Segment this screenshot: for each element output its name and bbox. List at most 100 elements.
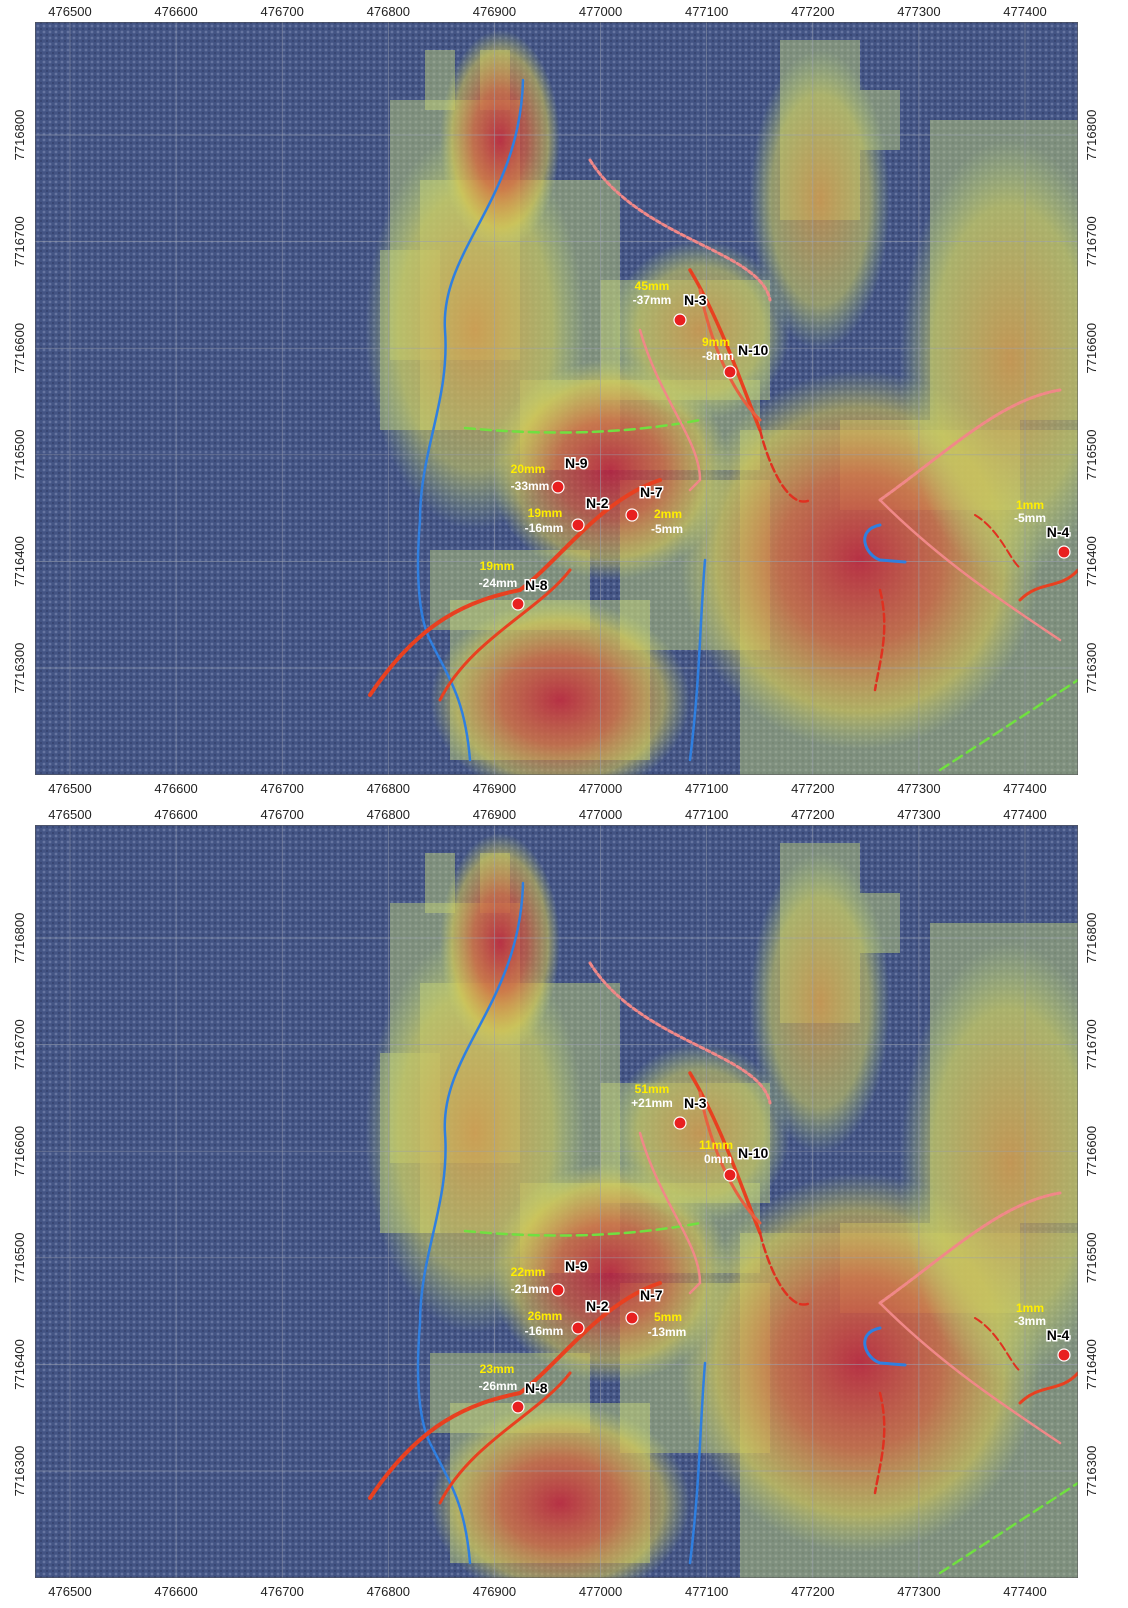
station-marker bbox=[724, 1169, 736, 1181]
station-name: N-4 bbox=[1047, 524, 1070, 540]
station-marker bbox=[552, 481, 564, 493]
upper-value: 20mm bbox=[511, 462, 546, 476]
station-name: N-9 bbox=[565, 1258, 588, 1274]
station-name: N-8 bbox=[525, 577, 548, 593]
upper-value: 11mm bbox=[699, 1138, 733, 1152]
upper-value: 22mm bbox=[511, 1265, 546, 1279]
y-tick-label: 7716800 bbox=[1084, 110, 1099, 161]
station-name: N-3 bbox=[684, 292, 707, 308]
station-marker bbox=[512, 598, 524, 610]
y-tick-label: 7716800 bbox=[1084, 913, 1099, 964]
x-tick-label: 477000 bbox=[579, 781, 622, 796]
y-tick-label: 7716700 bbox=[12, 216, 27, 267]
y-tick-label: 7716800 bbox=[12, 110, 27, 161]
station-marker bbox=[674, 1117, 686, 1129]
map-panel: 4765004765004766004766004767004767004768… bbox=[12, 807, 1120, 1603]
upper-value: 2mm bbox=[654, 507, 682, 521]
map-area bbox=[35, 22, 1120, 800]
x-tick-label: 476700 bbox=[261, 1584, 304, 1599]
x-tick-label: 476800 bbox=[367, 807, 410, 822]
station-marker bbox=[1058, 1349, 1070, 1361]
x-tick-label: 477200 bbox=[791, 807, 834, 822]
x-tick-label: 476700 bbox=[261, 4, 304, 19]
station-name: N-10 bbox=[738, 342, 769, 358]
y-tick-label: 7716400 bbox=[1084, 536, 1099, 587]
y-tick-label: 7716400 bbox=[12, 1339, 27, 1390]
station-marker bbox=[552, 1284, 564, 1296]
upper-value: 9mm bbox=[702, 335, 730, 349]
lower-value: -37mm bbox=[633, 293, 672, 307]
y-tick-label: 7716300 bbox=[1084, 643, 1099, 694]
station-name: N-7 bbox=[640, 1287, 663, 1303]
y-tick-label: 7716500 bbox=[12, 1232, 27, 1283]
heat-blob bbox=[430, 1403, 690, 1603]
x-tick-label: 476800 bbox=[367, 4, 410, 19]
lower-value: -21mm bbox=[511, 1282, 550, 1296]
lower-value: 0mm bbox=[704, 1152, 732, 1166]
station-marker bbox=[724, 366, 736, 378]
x-tick-label: 476700 bbox=[261, 807, 304, 822]
x-tick-label: 476900 bbox=[473, 807, 516, 822]
station-name: N-4 bbox=[1047, 1327, 1070, 1343]
station-marker bbox=[572, 519, 584, 531]
y-tick-label: 7716600 bbox=[1084, 323, 1099, 374]
upper-value: 19mm bbox=[528, 506, 563, 520]
station-name: N-10 bbox=[738, 1145, 769, 1161]
station-name: N-9 bbox=[565, 455, 588, 471]
lower-value: -33mm bbox=[511, 479, 550, 493]
y-tick-label: 7716600 bbox=[1084, 1126, 1099, 1177]
lower-value: -24mm bbox=[479, 576, 518, 590]
lower-value: -16mm bbox=[525, 1324, 564, 1338]
station-name: N-2 bbox=[586, 1298, 609, 1314]
x-tick-label: 476600 bbox=[154, 807, 197, 822]
x-tick-label: 477400 bbox=[1003, 807, 1046, 822]
x-tick-label: 477400 bbox=[1003, 1584, 1046, 1599]
heat-blob bbox=[430, 600, 690, 800]
station-marker bbox=[626, 1312, 638, 1324]
station-marker bbox=[1058, 546, 1070, 558]
lower-value: -5mm bbox=[1014, 511, 1046, 525]
upper-value: 1mm bbox=[1016, 1301, 1044, 1315]
lower-value: -8mm bbox=[702, 349, 734, 363]
y-tick-label: 7716500 bbox=[1084, 429, 1099, 480]
lower-value: -3mm bbox=[1014, 1314, 1046, 1328]
lower-value: -5mm bbox=[651, 522, 683, 536]
x-tick-label: 477300 bbox=[897, 4, 940, 19]
x-tick-label: 476500 bbox=[48, 4, 91, 19]
station-name: N-3 bbox=[684, 1095, 707, 1111]
x-tick-label: 476600 bbox=[154, 781, 197, 796]
x-tick-label: 476800 bbox=[367, 1584, 410, 1599]
x-tick-label: 477100 bbox=[685, 807, 728, 822]
y-tick-label: 7716800 bbox=[12, 913, 27, 964]
y-tick-label: 7716300 bbox=[1084, 1446, 1099, 1497]
map-panel: 4765004765004766004766004767004767004768… bbox=[12, 4, 1120, 800]
upper-value: 45mm bbox=[635, 279, 670, 293]
x-tick-label: 476500 bbox=[48, 1584, 91, 1599]
x-tick-label: 476900 bbox=[473, 781, 516, 796]
y-tick-label: 7716600 bbox=[12, 1126, 27, 1177]
x-tick-label: 477100 bbox=[685, 781, 728, 796]
x-tick-label: 476600 bbox=[154, 4, 197, 19]
y-tick-label: 7716300 bbox=[12, 643, 27, 694]
y-tick-label: 7716700 bbox=[1084, 216, 1099, 267]
x-tick-label: 476500 bbox=[48, 781, 91, 796]
x-tick-label: 477000 bbox=[579, 807, 622, 822]
station-marker bbox=[572, 1322, 584, 1334]
y-tick-label: 7716300 bbox=[12, 1446, 27, 1497]
y-tick-label: 7716700 bbox=[1084, 1019, 1099, 1070]
upper-value: 19mm bbox=[480, 559, 515, 573]
x-tick-label: 477100 bbox=[685, 4, 728, 19]
lower-value: +21mm bbox=[631, 1096, 673, 1110]
x-tick-label: 477100 bbox=[685, 1584, 728, 1599]
heat-blob bbox=[440, 30, 560, 250]
y-tick-label: 7716400 bbox=[1084, 1339, 1099, 1390]
lower-value: -16mm bbox=[525, 521, 564, 535]
upper-value: 23mm bbox=[480, 1362, 515, 1376]
y-tick-label: 7716600 bbox=[12, 323, 27, 374]
lower-value: -13mm bbox=[648, 1325, 687, 1339]
x-tick-label: 476900 bbox=[473, 1584, 516, 1599]
lower-value: -26mm bbox=[479, 1379, 518, 1393]
x-tick-label: 477000 bbox=[579, 4, 622, 19]
x-tick-label: 477300 bbox=[897, 807, 940, 822]
x-tick-label: 476900 bbox=[473, 4, 516, 19]
